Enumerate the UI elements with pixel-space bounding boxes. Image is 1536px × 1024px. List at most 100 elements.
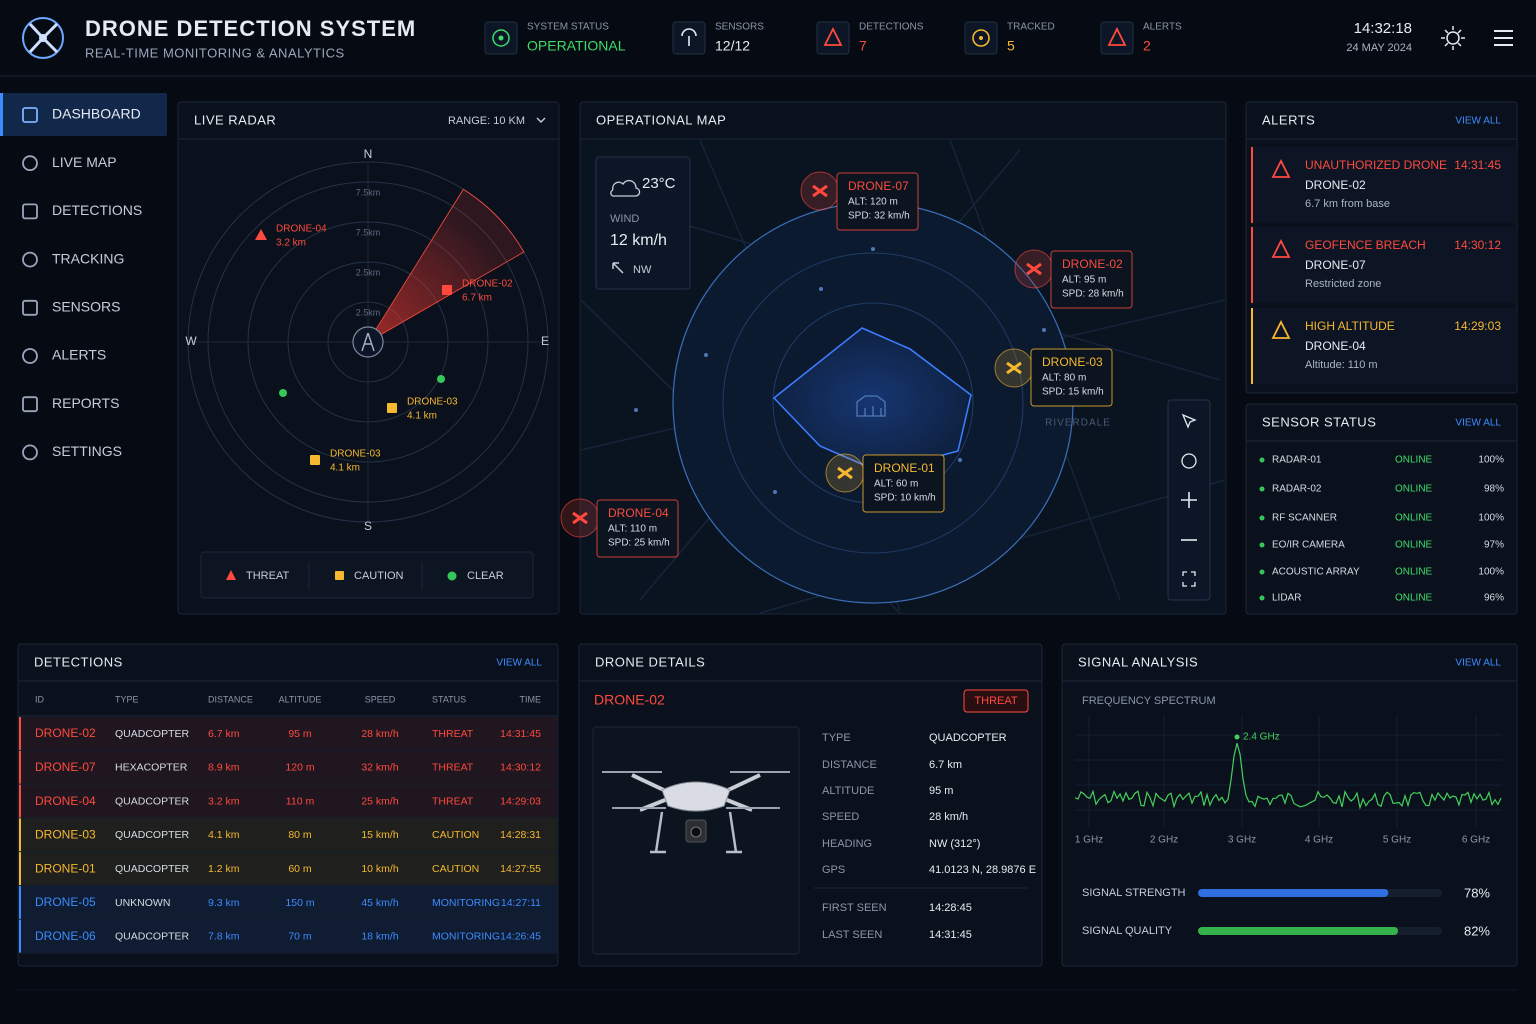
- compass-label: S: [364, 519, 372, 533]
- logo: [39, 34, 47, 42]
- stat-label: ALERTS: [1143, 22, 1182, 33]
- field-label: FIRST SEEN: [822, 902, 887, 914]
- zoom-in-button: [1181, 492, 1197, 508]
- view-all-link[interactable]: VIEW ALL: [1455, 658, 1501, 669]
- drone-marker: [837, 466, 853, 480]
- app-subtitle: REAL-TIME MONITORING & ANALYTICS: [85, 45, 345, 60]
- ring-label: 2.5km: [356, 267, 381, 277]
- nav-item[interactable]: LIVE MAP: [52, 154, 117, 170]
- alert-detail: Altitude: 110 m: [1305, 359, 1378, 371]
- map-node: [634, 408, 638, 412]
- field-value: 14:31:45: [929, 929, 972, 941]
- stat-icon-box: [1100, 21, 1134, 55]
- stat-icon: [498, 35, 504, 41]
- locate-button: [1181, 453, 1197, 469]
- peak-marker: [1234, 734, 1240, 740]
- alert-title: UNAUTHORIZED DRONE: [1305, 158, 1447, 172]
- nav-icon: [22, 299, 38, 316]
- map-node: [773, 490, 777, 494]
- nav-item[interactable]: REPORTS: [52, 395, 119, 411]
- view-all-link[interactable]: VIEW ALL: [496, 658, 542, 669]
- row-indicator: [19, 852, 21, 886]
- nav-item[interactable]: DASHBOARD: [52, 106, 141, 122]
- spectrum-line: [1074, 743, 1502, 810]
- nav-item[interactable]: SETTINGS: [52, 443, 122, 459]
- table-cell: 8.9 km: [208, 762, 240, 774]
- nav-item[interactable]: SENSORS: [52, 299, 120, 315]
- drone-altitude: ALT: 120 m: [848, 197, 898, 208]
- sensor-name: ACOUSTIC ARRAY: [1272, 567, 1360, 578]
- drone-speed: SPD: 32 km/h: [848, 211, 910, 222]
- drone-name: DRONE-07: [848, 179, 909, 193]
- drone-speed: SPD: 10 km/h: [874, 493, 936, 504]
- drone-body: [661, 781, 731, 812]
- stat-value: 12/12: [715, 38, 750, 54]
- drone-marker: [1026, 262, 1042, 276]
- frequency-label: 3 GHz: [1228, 835, 1256, 846]
- metric-bar: [1198, 889, 1389, 897]
- view-all-link[interactable]: VIEW ALL: [1455, 116, 1501, 127]
- table-row: [19, 750, 557, 784]
- table-cell: THREAT: [432, 795, 474, 807]
- target-name: DRONE-04: [276, 224, 327, 235]
- view-all-link[interactable]: VIEW ALL: [1455, 418, 1501, 429]
- panel-title: ALERTS: [1262, 112, 1315, 127]
- status-dot: [1259, 515, 1265, 521]
- table-cell: DRONE-04: [35, 794, 96, 808]
- drone-altitude: ALT: 80 m: [1042, 373, 1086, 384]
- table-cell: 10 km/h: [361, 863, 399, 875]
- table-cell: 14:26:45: [500, 931, 541, 943]
- table-cell: DRONE-05: [35, 895, 96, 909]
- field-label: HEADING: [822, 838, 872, 850]
- frequency-label: 1 GHz: [1075, 835, 1103, 846]
- field-label: DISTANCE: [822, 759, 877, 771]
- table-cell: QUADCOPTER: [115, 863, 190, 875]
- map-node: [704, 353, 708, 357]
- panel-title: DETECTIONS: [34, 654, 123, 669]
- stat-label: SENSORS: [715, 22, 764, 33]
- table-cell: MONITORING: [432, 931, 500, 943]
- table-cell: 45 km/h: [361, 897, 399, 909]
- range-selector[interactable]: RANGE: 10 KM: [448, 115, 525, 127]
- app-title: DRONE DETECTION SYSTEM: [85, 16, 416, 41]
- nav-item[interactable]: TRACKING: [52, 250, 124, 266]
- stat-icon: [492, 29, 510, 47]
- theme-toggle: [1446, 31, 1460, 45]
- wind-speed: 12 km/h: [610, 232, 667, 249]
- nav-icon: [22, 203, 38, 220]
- compass-label: W: [185, 334, 197, 348]
- icon: [823, 26, 843, 46]
- clear-marker: [279, 389, 287, 397]
- table-cell: DRONE-03: [35, 828, 96, 842]
- alert-detail: Restricted zone: [1305, 278, 1381, 290]
- frequency-label: 2 GHz: [1150, 835, 1178, 846]
- drone-arm: [631, 773, 761, 812]
- map-node: [871, 247, 875, 251]
- status-badge: [963, 689, 1029, 713]
- status-dot: [1259, 457, 1265, 463]
- range-ring: [722, 252, 1024, 554]
- sensor-name: EO/IR CAMERA: [1272, 540, 1345, 551]
- drone-callout: [862, 454, 945, 513]
- alert-indicator: [1251, 308, 1253, 384]
- table-cell: THREAT: [432, 728, 474, 740]
- nav-item[interactable]: DETECTIONS: [52, 202, 142, 218]
- nav-icon: [22, 396, 38, 413]
- drone-altitude: ALT: 60 m: [874, 479, 918, 490]
- drone-name: DRONE-04: [608, 506, 669, 520]
- dropdown-chevron: [536, 117, 546, 123]
- table-cell: 95 m: [288, 728, 312, 740]
- legend-label: CAUTION: [354, 570, 404, 582]
- field-value: 28 km/h: [929, 811, 968, 823]
- status-badge-text: THREAT: [974, 695, 1017, 707]
- drone-legs: [650, 811, 742, 854]
- alert-drone: DRONE-02: [1305, 178, 1366, 192]
- table-cell: 7.8 km: [208, 931, 240, 943]
- target-marker: [442, 285, 452, 295]
- nav-item[interactable]: ALERTS: [52, 347, 106, 363]
- alert-drone: DRONE-07: [1305, 258, 1366, 272]
- table-cell: QUADCOPTER: [115, 931, 190, 943]
- icon: [681, 28, 697, 46]
- column-header: TIME: [520, 694, 542, 704]
- alert-time: 14:31:45: [1454, 158, 1501, 172]
